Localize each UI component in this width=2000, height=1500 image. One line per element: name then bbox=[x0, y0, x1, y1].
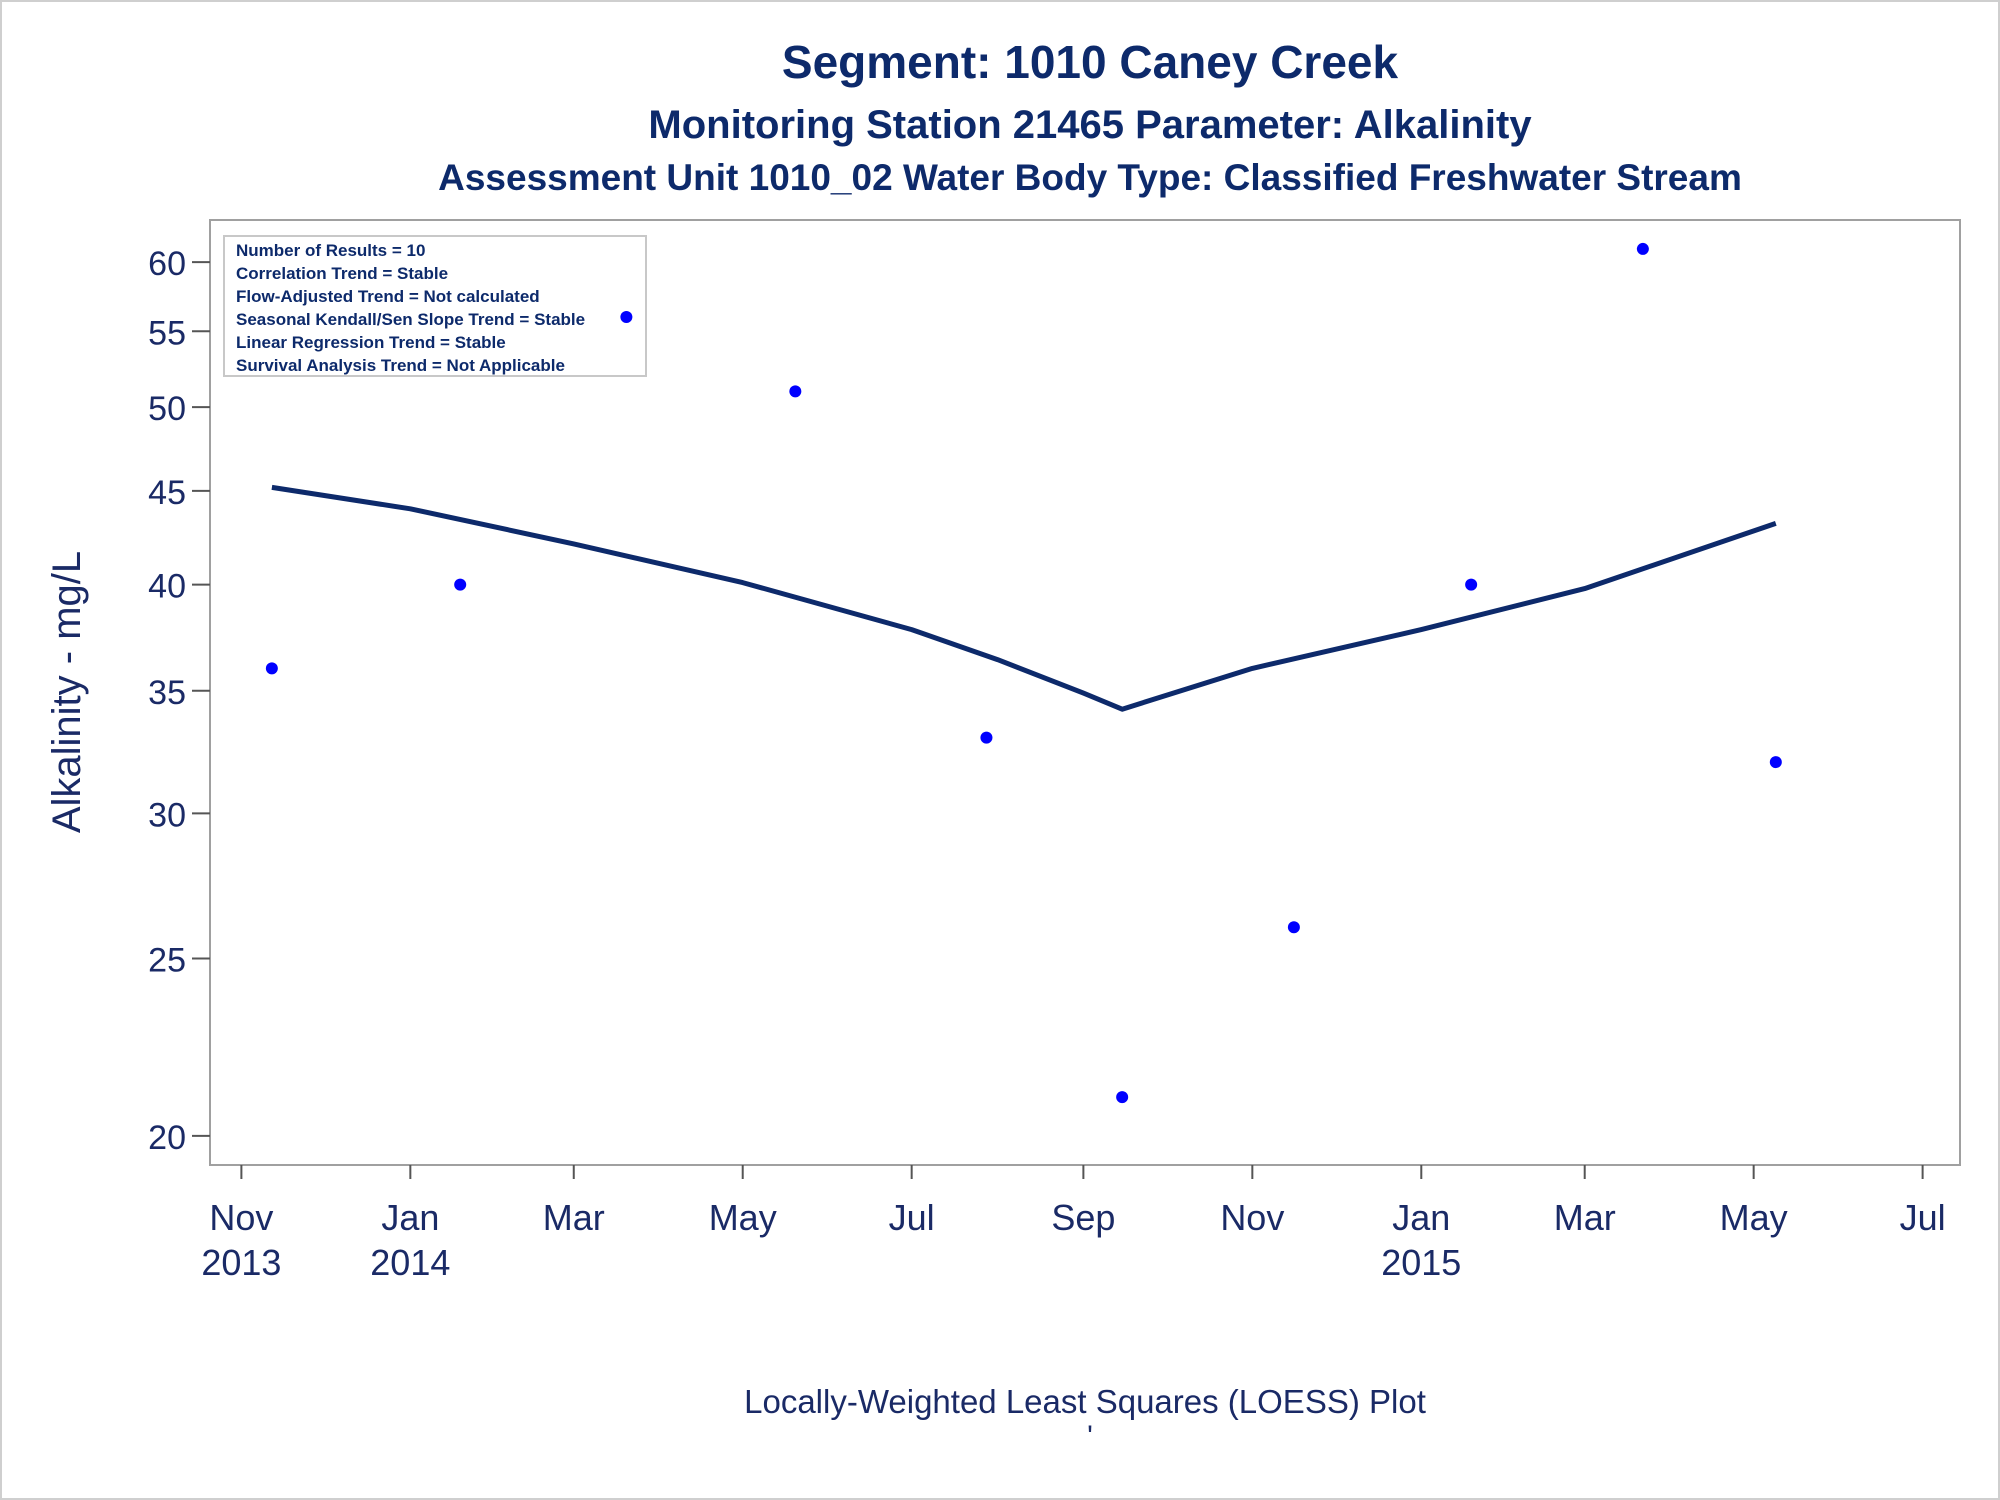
x-tick-label: Jul bbox=[889, 1197, 935, 1238]
x-tick-label: Mar bbox=[1554, 1197, 1616, 1238]
x-tick-label: Mar bbox=[543, 1197, 605, 1238]
loess-line bbox=[271, 484, 1777, 712]
loess-layer bbox=[271, 484, 1777, 712]
stats-seasonal-kendall-trend: Seasonal Kendall/Sen Slope Trend = Stabl… bbox=[236, 310, 585, 329]
x-tick-year-label: 2015 bbox=[1381, 1242, 1461, 1283]
stats-correlation-trend: Correlation Trend = Stable bbox=[236, 264, 448, 283]
data-point bbox=[789, 385, 802, 398]
y-tick-label: 35 bbox=[148, 674, 186, 712]
x-tick-label: May bbox=[709, 1197, 777, 1238]
y-tick-label: 40 bbox=[148, 568, 186, 606]
x-tick-year-label: 2014 bbox=[370, 1242, 450, 1283]
y-tick-label: 30 bbox=[148, 796, 186, 834]
y-tick-label: 50 bbox=[148, 390, 186, 428]
footnote-mark: ' bbox=[1087, 1420, 1093, 1453]
data-point bbox=[1769, 756, 1782, 769]
footnote: Locally-Weighted Least Squares (LOESS) P… bbox=[744, 1383, 1426, 1420]
data-point bbox=[454, 578, 467, 591]
y-tick-label: 45 bbox=[148, 474, 186, 512]
x-tick-label: Nov bbox=[1220, 1197, 1284, 1238]
stats-box: Number of Results = 10 Correlation Trend… bbox=[223, 235, 647, 377]
data-point bbox=[1116, 1091, 1129, 1104]
data-point bbox=[1287, 921, 1300, 934]
data-point bbox=[1636, 242, 1649, 255]
stats-flow-adjusted-trend: Flow-Adjusted Trend = Not calculated bbox=[236, 287, 540, 306]
y-tick-label: 55 bbox=[148, 314, 186, 352]
x-tick-year-label: 2013 bbox=[201, 1242, 281, 1283]
plot-area bbox=[209, 219, 1961, 1166]
stats-box-frame bbox=[223, 235, 647, 377]
data-point bbox=[620, 310, 633, 323]
x-tick-label: Jan bbox=[1392, 1197, 1450, 1238]
chart-subtitle-station: Monitoring Station 21465 Parameter: Alka… bbox=[648, 103, 1532, 147]
y-axis: 20 25 30 35 40 45 50 55 60 bbox=[148, 245, 210, 1157]
stats-number-of-results: Number of Results = 10 bbox=[236, 241, 425, 260]
stats-linear-regression-trend: Linear Regression Trend = Stable bbox=[236, 333, 506, 352]
data-point bbox=[980, 731, 993, 744]
x-tick-label: Nov bbox=[209, 1197, 273, 1238]
x-tick-label: Jul bbox=[1900, 1197, 1946, 1238]
chart-title: Segment: 1010 Caney Creek bbox=[782, 36, 1399, 88]
chart-subtitle-assessment: Assessment Unit 1010_02 Water Body Type:… bbox=[438, 157, 1742, 198]
stats-survival-analysis-trend: Survival Analysis Trend = Not Applicable bbox=[236, 356, 565, 375]
x-tick-label: Sep bbox=[1051, 1197, 1115, 1238]
points-layer bbox=[265, 242, 1782, 1104]
y-axis-label: Alkalinity - mg/L bbox=[45, 551, 89, 833]
x-tick-label: Jan bbox=[381, 1197, 439, 1238]
data-point bbox=[265, 662, 278, 675]
y-tick-label: 20 bbox=[148, 1119, 186, 1157]
x-tick-label: May bbox=[1720, 1197, 1788, 1238]
data-point bbox=[1465, 578, 1478, 591]
y-tick-label: 60 bbox=[148, 245, 186, 283]
y-tick-label: 25 bbox=[148, 941, 186, 979]
